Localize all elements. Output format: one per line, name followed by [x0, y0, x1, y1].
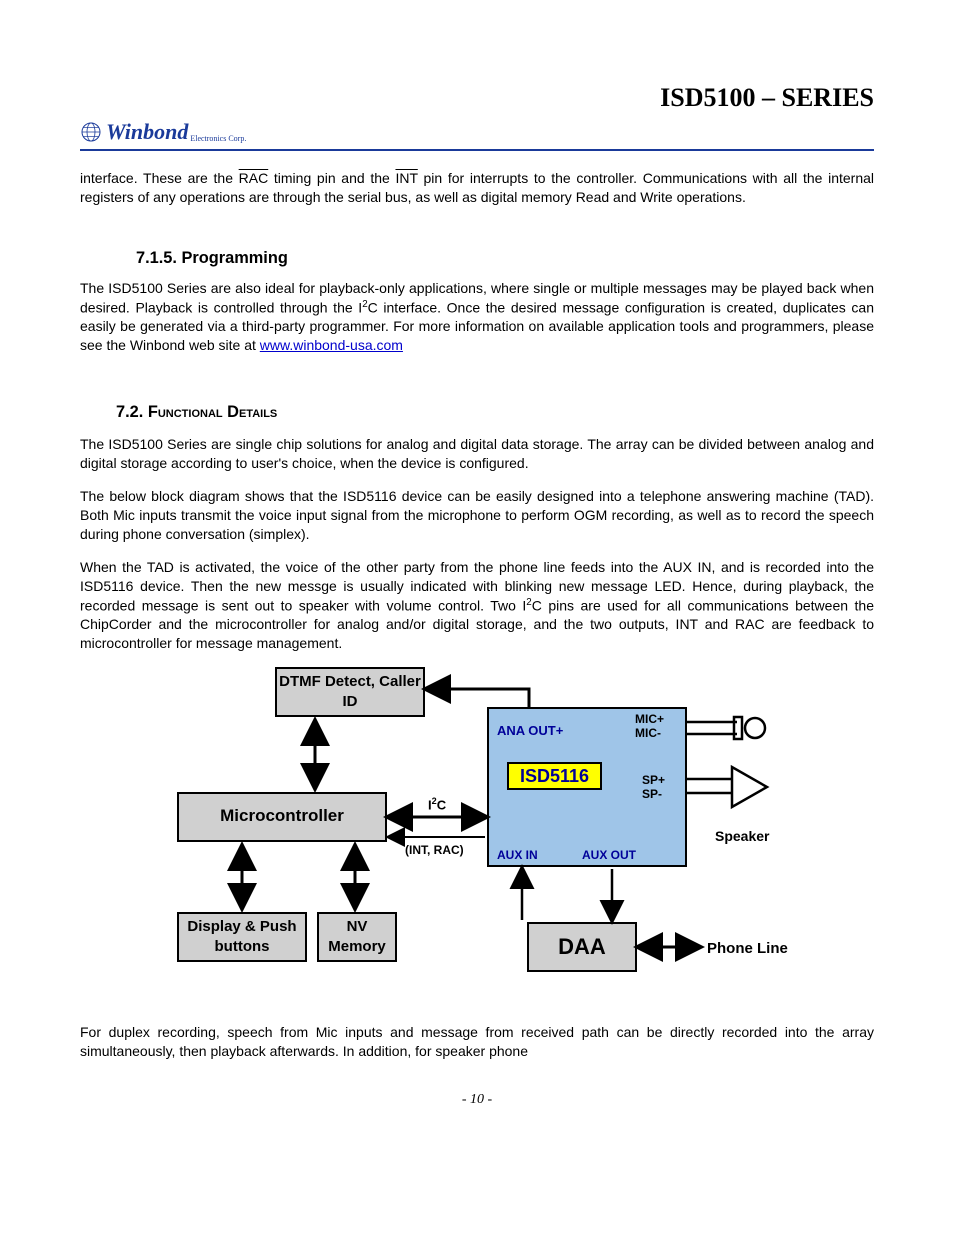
functional-p1: The ISD5100 Series are single chip solut… — [80, 435, 874, 473]
label-ana-out: ANA OUT+ — [497, 722, 563, 740]
programming-paragraph: The ISD5100 Series are also ideal for pl… — [80, 279, 874, 355]
globe-icon — [80, 121, 102, 143]
winbond-link[interactable]: www.winbond-usa.com — [260, 337, 403, 353]
label-speaker: Speaker — [715, 827, 769, 846]
block-diagram: DTMF Detect, Caller ID Microcontroller D… — [137, 667, 817, 1007]
box-dtmf: DTMF Detect, Caller ID — [275, 667, 425, 717]
intro-paragraph: interface. These are the RAC timing pin … — [80, 169, 874, 207]
heading-functional: 7.2. Functional Details — [116, 401, 874, 423]
box-microcontroller: Microcontroller — [177, 792, 387, 842]
label-phone: Phone Line — [707, 939, 788, 959]
box-nv: NV Memory — [317, 912, 397, 962]
box-isd-label: ISD5116 — [507, 762, 602, 790]
logo-subtext: Electronics Corp. — [190, 134, 246, 145]
document-title: ISD5100 – SERIES — [660, 80, 874, 115]
logo-text: Winbond — [106, 117, 188, 147]
page-header: Winbond Electronics Corp. ISD5100 – SERI… — [80, 80, 874, 151]
functional-p2: The below block diagram shows that the I… — [80, 487, 874, 544]
box-daa: DAA — [527, 922, 637, 972]
page-number: - 10 - — [80, 1091, 874, 1110]
label-mic-m: MIC- — [635, 725, 661, 741]
box-display: Display & Push buttons — [177, 912, 307, 962]
label-aux-out: AUX OUT — [582, 847, 636, 863]
label-i2c: I2C — [428, 795, 446, 814]
label-aux-in: AUX IN — [497, 847, 538, 863]
heading-programming: 7.1.5. Programming — [136, 247, 874, 269]
after-diagram-paragraph: For duplex recording, speech from Mic in… — [80, 1023, 874, 1061]
logo: Winbond Electronics Corp. — [80, 117, 246, 147]
functional-p3: When the TAD is activated, the voice of … — [80, 558, 874, 653]
label-int-rac: (INT, RAC) — [405, 842, 464, 858]
label-sp-m: SP- — [642, 786, 662, 802]
